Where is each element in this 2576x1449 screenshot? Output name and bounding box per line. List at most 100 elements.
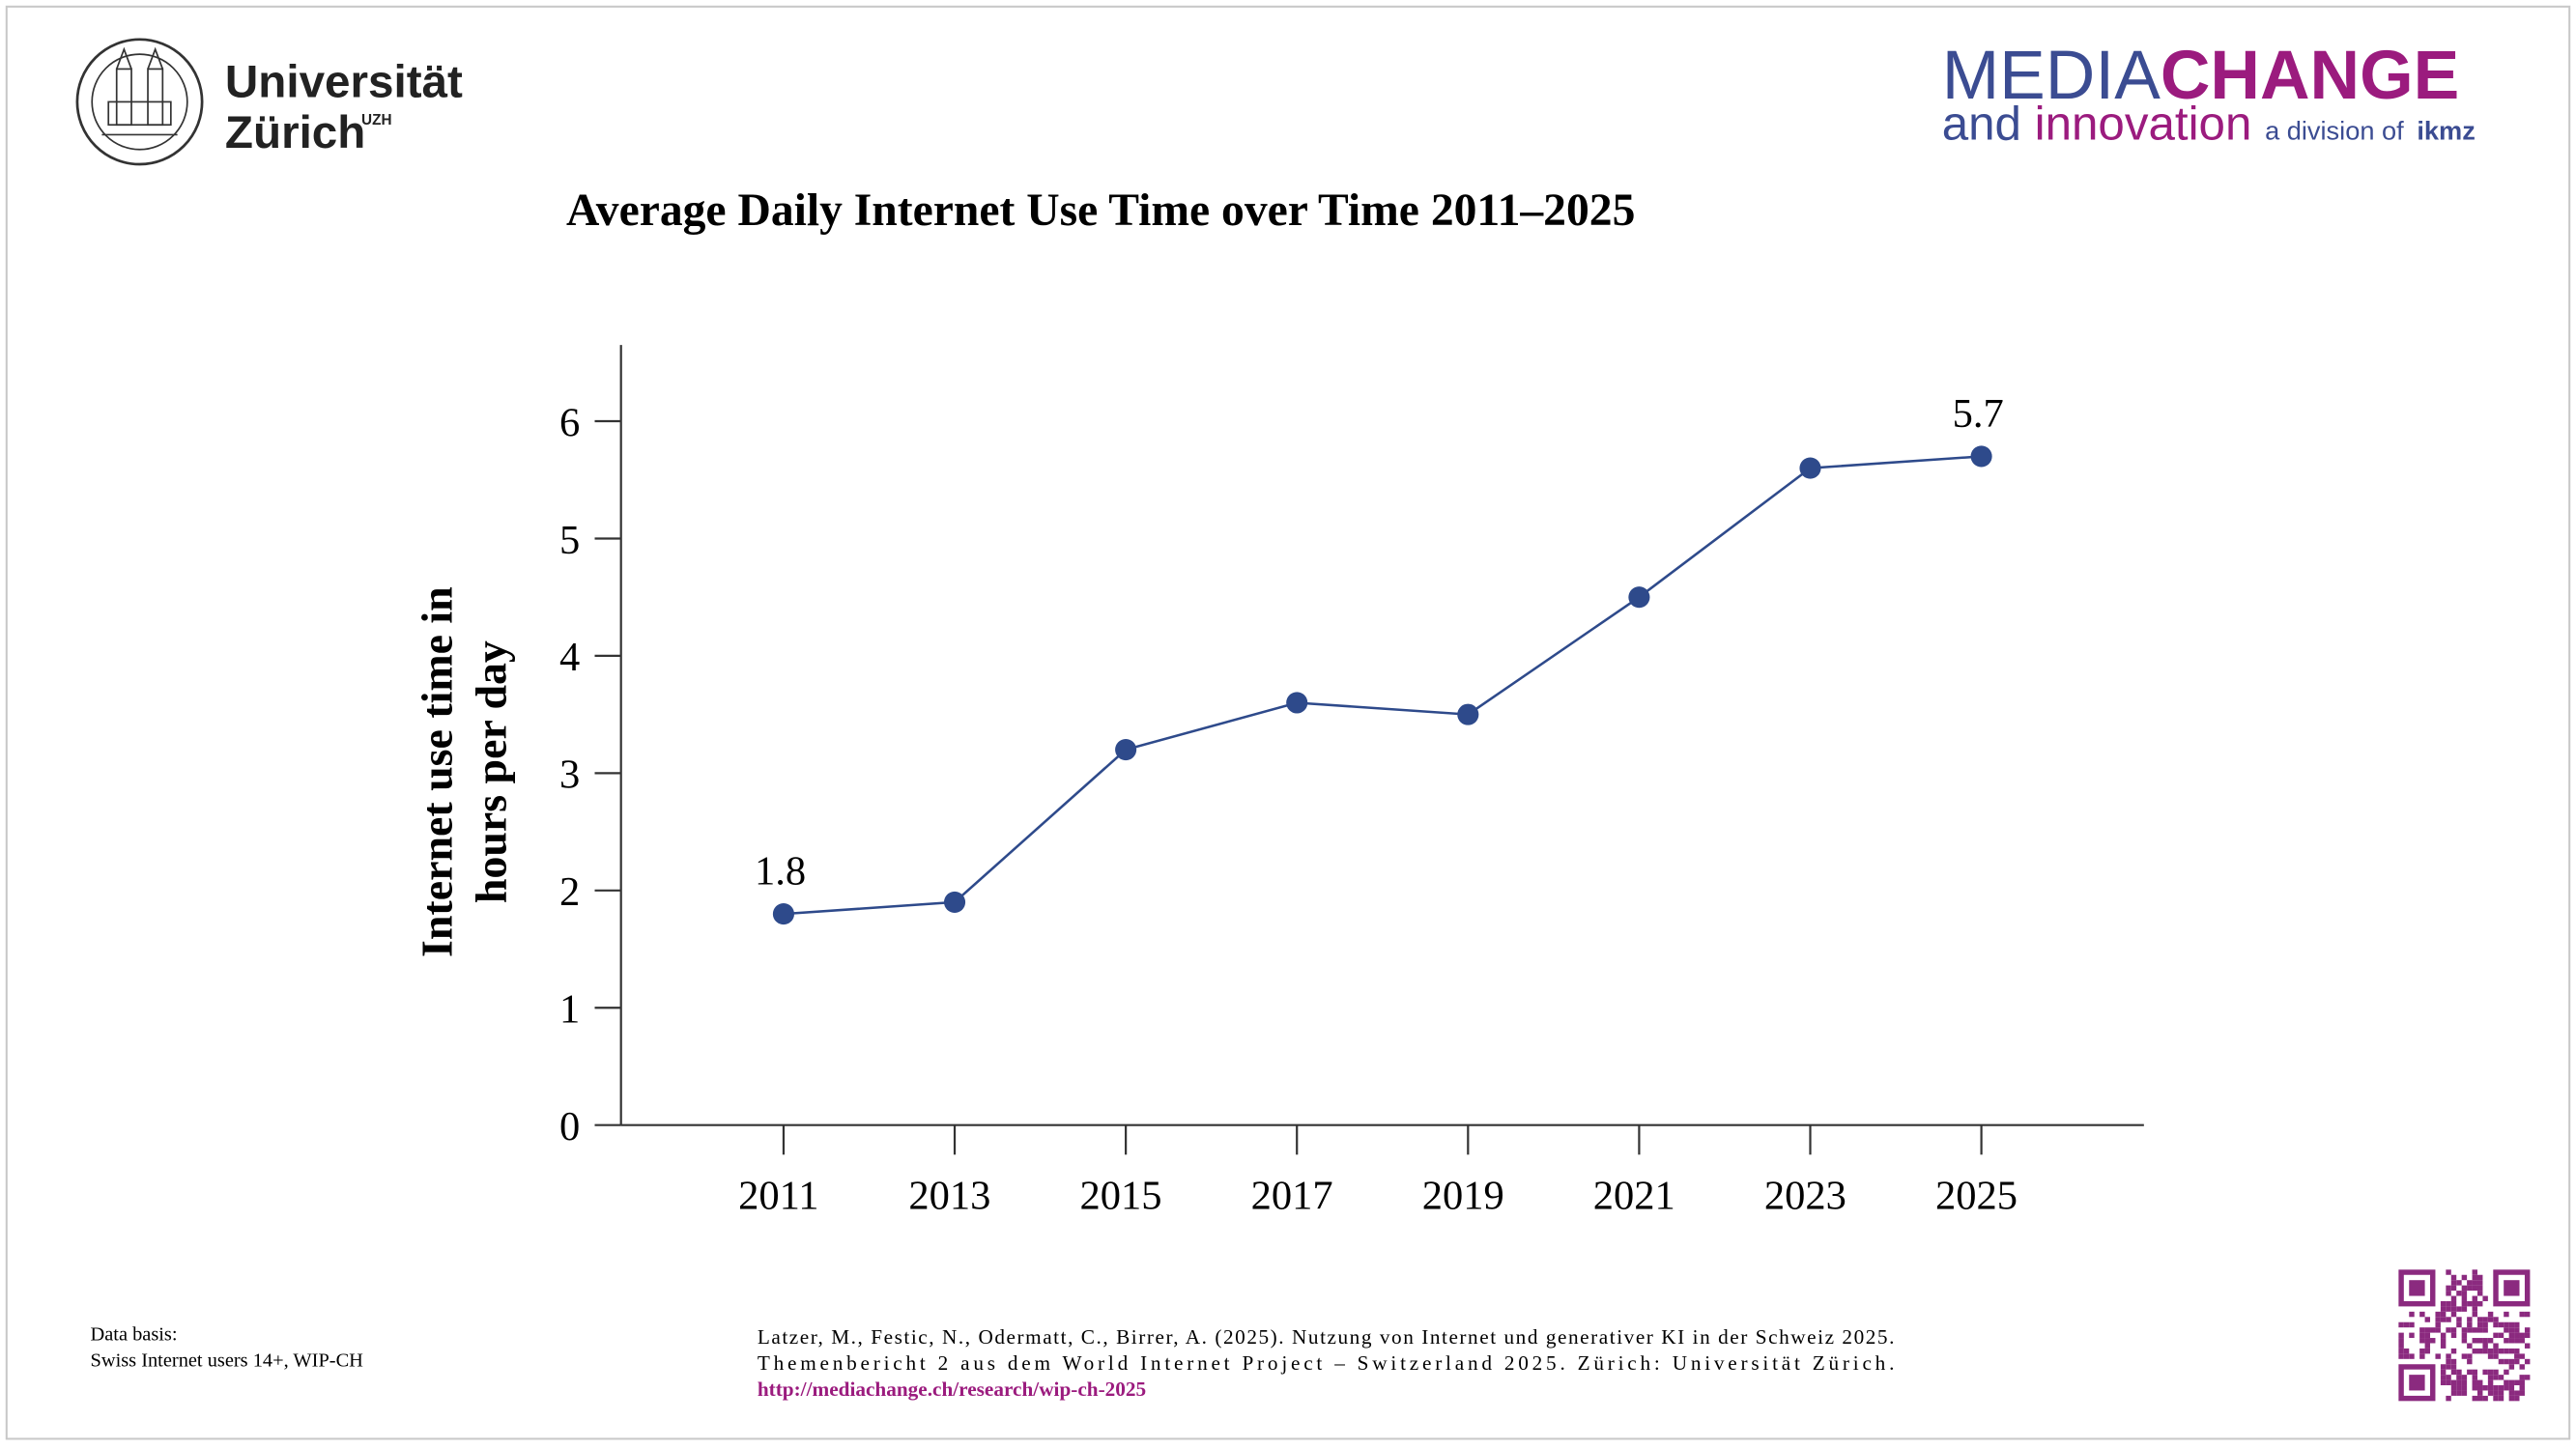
x-tick-label: 2011: [738, 1173, 818, 1218]
qr-module: [2508, 1395, 2515, 1402]
source-link[interactable]: http://mediachange.ch/research/wip-ch-20…: [758, 1378, 1146, 1401]
qr-module: [2467, 1343, 2473, 1349]
qr-module: [2450, 1369, 2457, 1376]
qr-module: [2508, 1348, 2515, 1354]
qr-module: [2456, 1375, 2462, 1380]
qr-module: [2508, 1364, 2515, 1370]
qr-module: [2440, 1306, 2447, 1312]
y-axis-label: Internet use time in hours per day: [413, 586, 516, 957]
qr-module: [2472, 1375, 2477, 1380]
qr-module: [2519, 1338, 2525, 1344]
qr-module: [2498, 1395, 2504, 1402]
qr-module: [2482, 1338, 2488, 1344]
qr-module: [2519, 1364, 2525, 1370]
data-label: 5.7: [1953, 391, 2004, 437]
qr-module: [2456, 1321, 2462, 1328]
qr-module: [2476, 1348, 2483, 1354]
qr-module: [2493, 1348, 2499, 1354]
qr-module: [2467, 1285, 2473, 1292]
qr-module: [2440, 1300, 2447, 1307]
qr-module: [2446, 1379, 2451, 1386]
qr-module: [2446, 1317, 2451, 1322]
qr-module: [2472, 1300, 2477, 1307]
uzh-seal: [75, 38, 204, 166]
qr-code: [2398, 1269, 2531, 1402]
qr-module: [2461, 1327, 2468, 1333]
qr-module: [2461, 1379, 2468, 1386]
qr-module: [2398, 1343, 2404, 1349]
brand-tagline: and innovation a division of ikmz: [1942, 98, 2476, 151]
qr-module: [2424, 1338, 2431, 1344]
qr-module: [2456, 1317, 2462, 1322]
chart-title: Average Daily Internet Use Time over Tim…: [566, 185, 1635, 236]
qr-module: [2519, 1311, 2525, 1318]
qr-module: [2461, 1295, 2468, 1301]
qr-module: [2450, 1295, 2457, 1301]
qr-module: [2450, 1364, 2457, 1370]
qr-module: [2456, 1306, 2462, 1312]
qr-module: [2440, 1317, 2447, 1322]
qr-module: [2514, 1395, 2520, 1402]
qr-module: [2514, 1321, 2520, 1328]
qr-module: [2419, 1353, 2425, 1359]
qr-module: [2498, 1348, 2504, 1354]
qr-module: [2461, 1332, 2468, 1339]
data-basis: Swiss Internet users 14+, WIP-CH: [91, 1350, 364, 1372]
qr-module: [2498, 1390, 2504, 1396]
qr-module: [2482, 1385, 2488, 1391]
data-point: [1286, 692, 1308, 714]
qr-module: [2450, 1306, 2457, 1312]
qr-module: [2519, 1385, 2525, 1391]
qr-module: [2508, 1385, 2515, 1391]
data-point: [943, 891, 966, 913]
y-tick-label: 0: [559, 1104, 580, 1150]
qr-module: [2461, 1291, 2468, 1296]
qr-module: [2430, 1338, 2436, 1344]
qr-module: [2524, 1311, 2531, 1318]
qr-module: [2450, 1358, 2457, 1365]
qr-module: [2472, 1295, 2477, 1301]
qr-module: [2504, 1348, 2509, 1354]
qr-module: [2450, 1274, 2457, 1281]
qr-module: [2446, 1353, 2451, 1359]
qr-module: [2446, 1358, 2451, 1365]
qr-module: [2467, 1300, 2473, 1307]
qr-module: [2446, 1291, 2451, 1296]
data-point: [1115, 739, 1137, 761]
qr-finder: [2409, 1375, 2425, 1391]
brand-and: and: [1942, 98, 2021, 151]
y-label-line: Internet use time in: [413, 586, 462, 957]
qr-module: [2476, 1395, 2483, 1402]
x-tick-label: 2023: [1764, 1173, 1846, 1218]
qr-module: [2461, 1306, 2468, 1312]
qr-module: [2456, 1369, 2462, 1376]
qr-module: [2398, 1332, 2404, 1339]
qr-module: [2435, 1311, 2441, 1318]
data-point: [772, 903, 794, 925]
qr-module: [2498, 1332, 2504, 1339]
qr-module: [2440, 1369, 2447, 1376]
data-line: [783, 455, 1982, 916]
qr-module: [2472, 1269, 2477, 1275]
qr-module: [2476, 1321, 2483, 1328]
qr-module: [2487, 1385, 2494, 1391]
qr-module: [2467, 1280, 2473, 1286]
qr-module: [2498, 1321, 2504, 1328]
qr-module: [2440, 1332, 2447, 1339]
qr-module: [2419, 1311, 2425, 1318]
qr-module: [2461, 1338, 2468, 1344]
qr-module: [2514, 1338, 2520, 1344]
qr-module: [2461, 1375, 2468, 1380]
qr-module: [2514, 1332, 2520, 1339]
qr-module: [2403, 1348, 2410, 1354]
qr-module: [2504, 1321, 2509, 1328]
x-tick-label: 2013: [908, 1173, 990, 1218]
qr-module: [2398, 1348, 2404, 1354]
qr-module: [2508, 1390, 2515, 1396]
qr-module: [2450, 1348, 2457, 1354]
qr-module: [2467, 1317, 2473, 1322]
qr-module: [2435, 1317, 2441, 1322]
y-tick-label: 2: [559, 869, 580, 915]
qr-module: [2461, 1390, 2468, 1396]
